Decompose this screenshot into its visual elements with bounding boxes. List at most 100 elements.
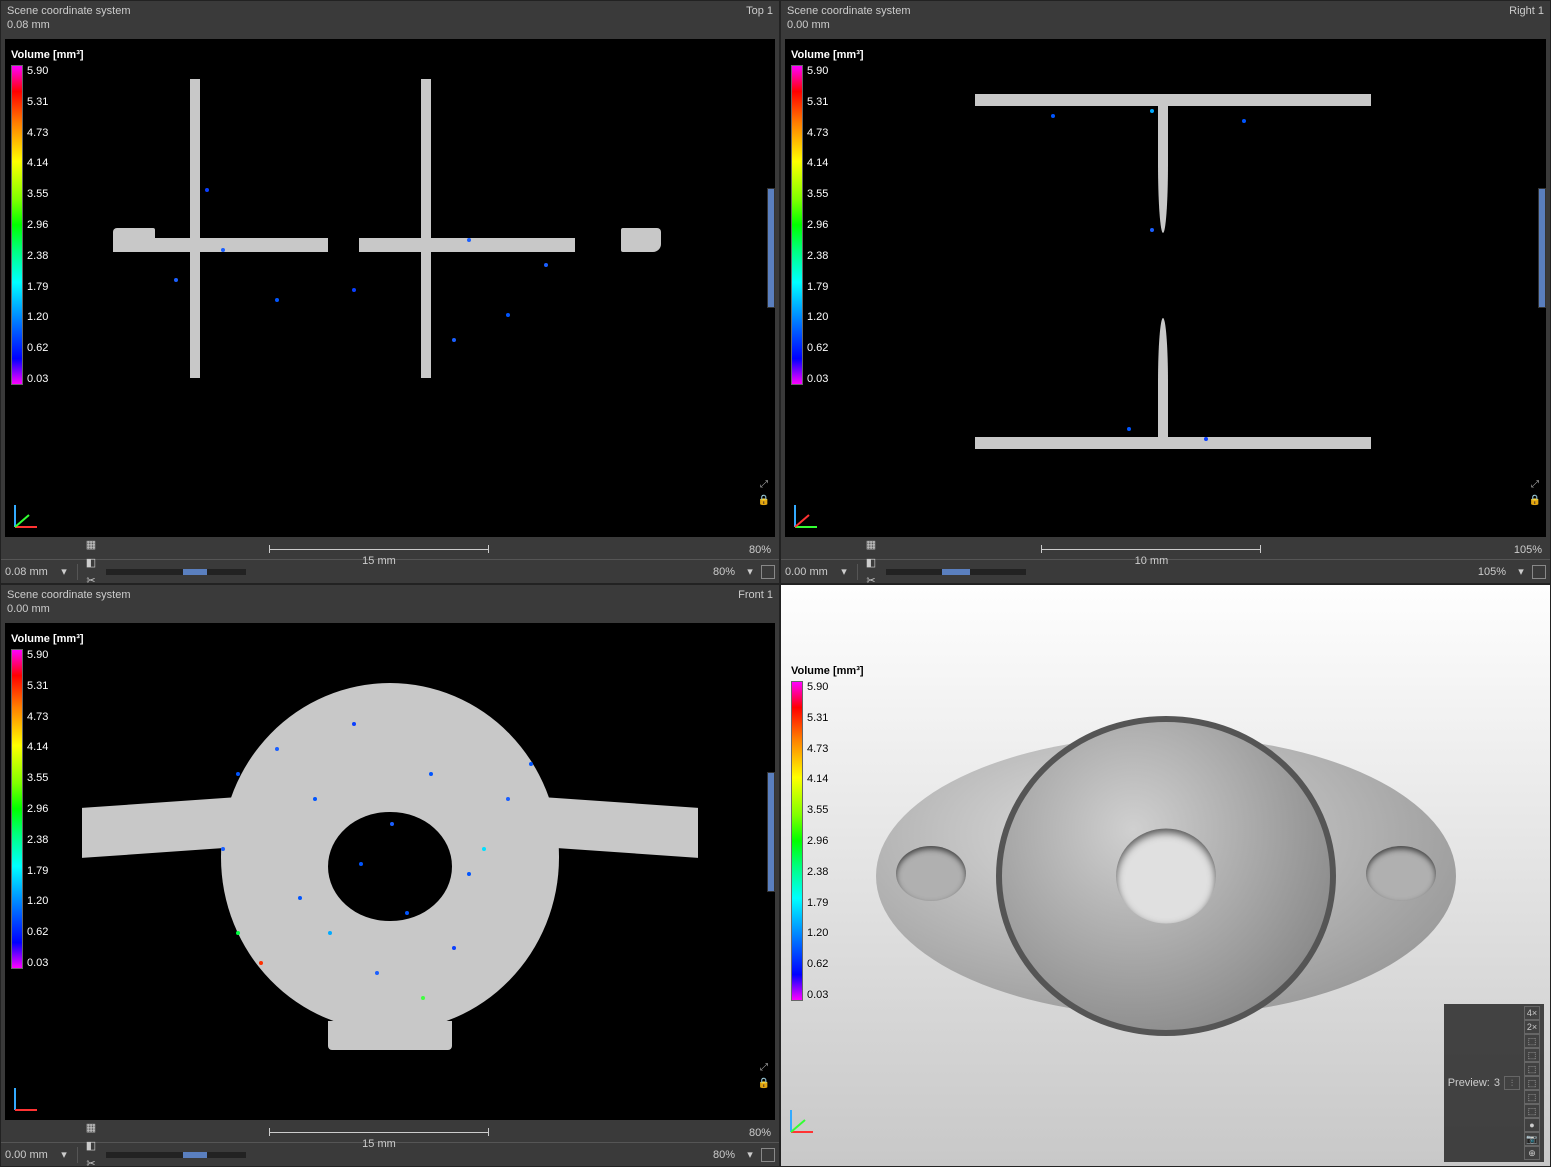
slice-position-slider[interactable] — [106, 1152, 246, 1158]
legend-tick: 2.96 — [27, 219, 48, 231]
expand-icon[interactable]: ⤢ — [757, 477, 771, 491]
preview-button[interactable]: ⊕ — [1524, 1146, 1540, 1160]
legend-tick: 0.62 — [27, 926, 48, 938]
legend-tick: 5.90 — [27, 65, 48, 77]
viewport-3d[interactable]: Volume [mm³] 5.905.314.734.143.552.962.3… — [781, 585, 1550, 1166]
porosity-defect — [467, 872, 471, 876]
legend-tick: 2.38 — [27, 250, 48, 262]
axis-gizmo — [11, 501, 41, 531]
porosity-defect — [313, 797, 317, 801]
preview-toolbar: Preview: 3 ⫶ 4×2×⬚⬚⬚⬚⬚⬚●📷⊕ — [1444, 1004, 1544, 1162]
color-legend: Volume [mm³] 5.905.314.734.143.552.962.3… — [11, 633, 84, 969]
lock-icon[interactable]: 🔒 — [1528, 493, 1542, 507]
legend-tick: 1.20 — [807, 927, 828, 939]
legend-tick: 5.31 — [27, 96, 48, 108]
preview-button[interactable]: 📷 — [1524, 1132, 1540, 1146]
preview-button[interactable]: ⬚ — [1524, 1062, 1540, 1076]
slice-slider[interactable] — [767, 188, 775, 308]
tb-arrows-icon[interactable]: ▾ — [835, 563, 853, 581]
axis-gizmo — [11, 1084, 41, 1114]
legend-ticks-right: 5.905.314.734.143.552.962.381.791.200.62… — [807, 65, 828, 385]
slice-position-slider[interactable] — [886, 569, 1026, 575]
porosity-defect — [352, 288, 356, 292]
porosity-defect — [421, 996, 425, 1000]
porosity-defect — [452, 946, 456, 950]
toolbar-position: 0.00 mm — [785, 566, 833, 578]
legend-tick: 3.55 — [807, 804, 828, 816]
viewport-right[interactable]: Volume [mm³] 5.905.314.734.143.552.962.3… — [785, 39, 1546, 537]
legend-tick: 2.38 — [27, 834, 48, 846]
tb-arrows-icon[interactable]: ▾ — [55, 563, 73, 581]
legend-tick: 1.20 — [27, 895, 48, 907]
lock-icon[interactable]: 🔒 — [757, 1076, 771, 1090]
toolbar-tool-icon[interactable]: ▦ — [82, 536, 100, 554]
preview-label: Preview: — [1448, 1077, 1490, 1089]
legend-tick: 4.14 — [27, 741, 48, 753]
legend-tick: 0.03 — [27, 957, 48, 969]
view-label: Front 1 — [738, 589, 773, 615]
slice-slider[interactable] — [1538, 188, 1546, 308]
toolbar-checkbox[interactable] — [1532, 565, 1546, 579]
preview-button[interactable]: ⬚ — [1524, 1090, 1540, 1104]
zoom-dropdown-icon[interactable]: ▾ — [741, 563, 759, 581]
pane-top: Scene coordinate system 0.08 mm Top 1 Vo… — [0, 0, 780, 584]
toolbar-checkbox[interactable] — [761, 1148, 775, 1162]
legend-tick: 5.90 — [807, 681, 828, 693]
pane-right: Scene coordinate system 0.00 mm Right 1 … — [780, 0, 1551, 584]
expand-icon[interactable]: ⤢ — [1528, 477, 1542, 491]
legend-ticks-top: 5.905.314.734.143.552.962.381.791.200.62… — [27, 65, 48, 385]
color-legend: Volume [mm³] 5.905.314.734.143.552.962.3… — [11, 49, 84, 385]
porosity-defect — [1127, 427, 1131, 431]
preview-step-icon[interactable]: ⫶ — [1504, 1076, 1520, 1090]
slice-slider[interactable] — [767, 772, 775, 892]
preview-button[interactable]: ● — [1524, 1118, 1540, 1132]
toolbar-tool-icon[interactable]: ◧ — [862, 554, 880, 572]
axis-gizmo — [787, 1106, 817, 1136]
scale-ruler: 15 mm — [269, 545, 489, 555]
preview-button[interactable]: ⬚ — [1524, 1034, 1540, 1048]
pane-header: Scene coordinate system 0.08 mm Top 1 — [1, 1, 779, 35]
view-label: Right 1 — [1509, 5, 1544, 31]
legend-tick: 1.79 — [807, 897, 828, 909]
tb-arrows-icon[interactable]: ▾ — [55, 1146, 73, 1164]
porosity-defect — [375, 971, 379, 975]
porosity-defect — [221, 248, 225, 252]
legend-tick: 3.55 — [807, 188, 828, 200]
porosity-defect — [174, 278, 178, 282]
preview-button[interactable]: ⬚ — [1524, 1048, 1540, 1062]
preview-button[interactable]: ⬚ — [1524, 1076, 1540, 1090]
legend-tick: 1.20 — [807, 311, 828, 323]
porosity-defect — [1150, 228, 1154, 232]
toolbar-tool-icon[interactable]: ▦ — [82, 1119, 100, 1137]
porosity-defect — [275, 747, 279, 751]
scale-ruler: 10 mm — [1041, 545, 1261, 555]
zoom-dropdown-icon[interactable]: ▾ — [741, 1146, 759, 1164]
legend-tick: 2.96 — [27, 803, 48, 815]
lock-icon[interactable]: 🔒 — [757, 493, 771, 507]
zoom-dropdown-icon[interactable]: ▾ — [1512, 563, 1530, 581]
legend-tick: 0.03 — [807, 989, 828, 1001]
expand-icon[interactable]: ⤢ — [757, 1060, 771, 1074]
preview-button[interactable]: 2× — [1524, 1020, 1540, 1034]
preview-button[interactable]: ⬚ — [1524, 1104, 1540, 1118]
preview-value: 3 — [1494, 1077, 1500, 1089]
legend-tick: 2.96 — [807, 835, 828, 847]
toolbar-tool-icon[interactable]: ◧ — [82, 554, 100, 572]
viewport-corner-tools: ⤢ 🔒 — [757, 1060, 771, 1090]
preview-button[interactable]: 4× — [1524, 1006, 1540, 1020]
slice-position-slider[interactable] — [106, 569, 246, 575]
toolbar-tool-icon[interactable]: ◧ — [82, 1137, 100, 1155]
toolbar-checkbox[interactable] — [761, 565, 775, 579]
legend-tick: 3.55 — [27, 188, 48, 200]
position-value: 0.00 mm — [7, 603, 131, 615]
viewport-front[interactable]: Volume [mm³] 5.905.314.734.143.552.962.3… — [5, 623, 775, 1120]
porosity-defect — [529, 762, 533, 766]
coord-system-label: Scene coordinate system — [7, 5, 131, 17]
toolbar-tool-icon[interactable]: ▦ — [862, 536, 880, 554]
axis-gizmo — [791, 501, 821, 531]
toolbar-position: 0.00 mm — [5, 1149, 53, 1161]
viewport-top[interactable]: Volume [mm³] 5.905.314.734.143.552.962.3… — [5, 39, 775, 537]
position-value: 0.00 mm — [787, 19, 911, 31]
zoom-value: 105% — [1514, 544, 1542, 556]
toolbar-tool-icon[interactable]: ✂ — [82, 1155, 100, 1167]
